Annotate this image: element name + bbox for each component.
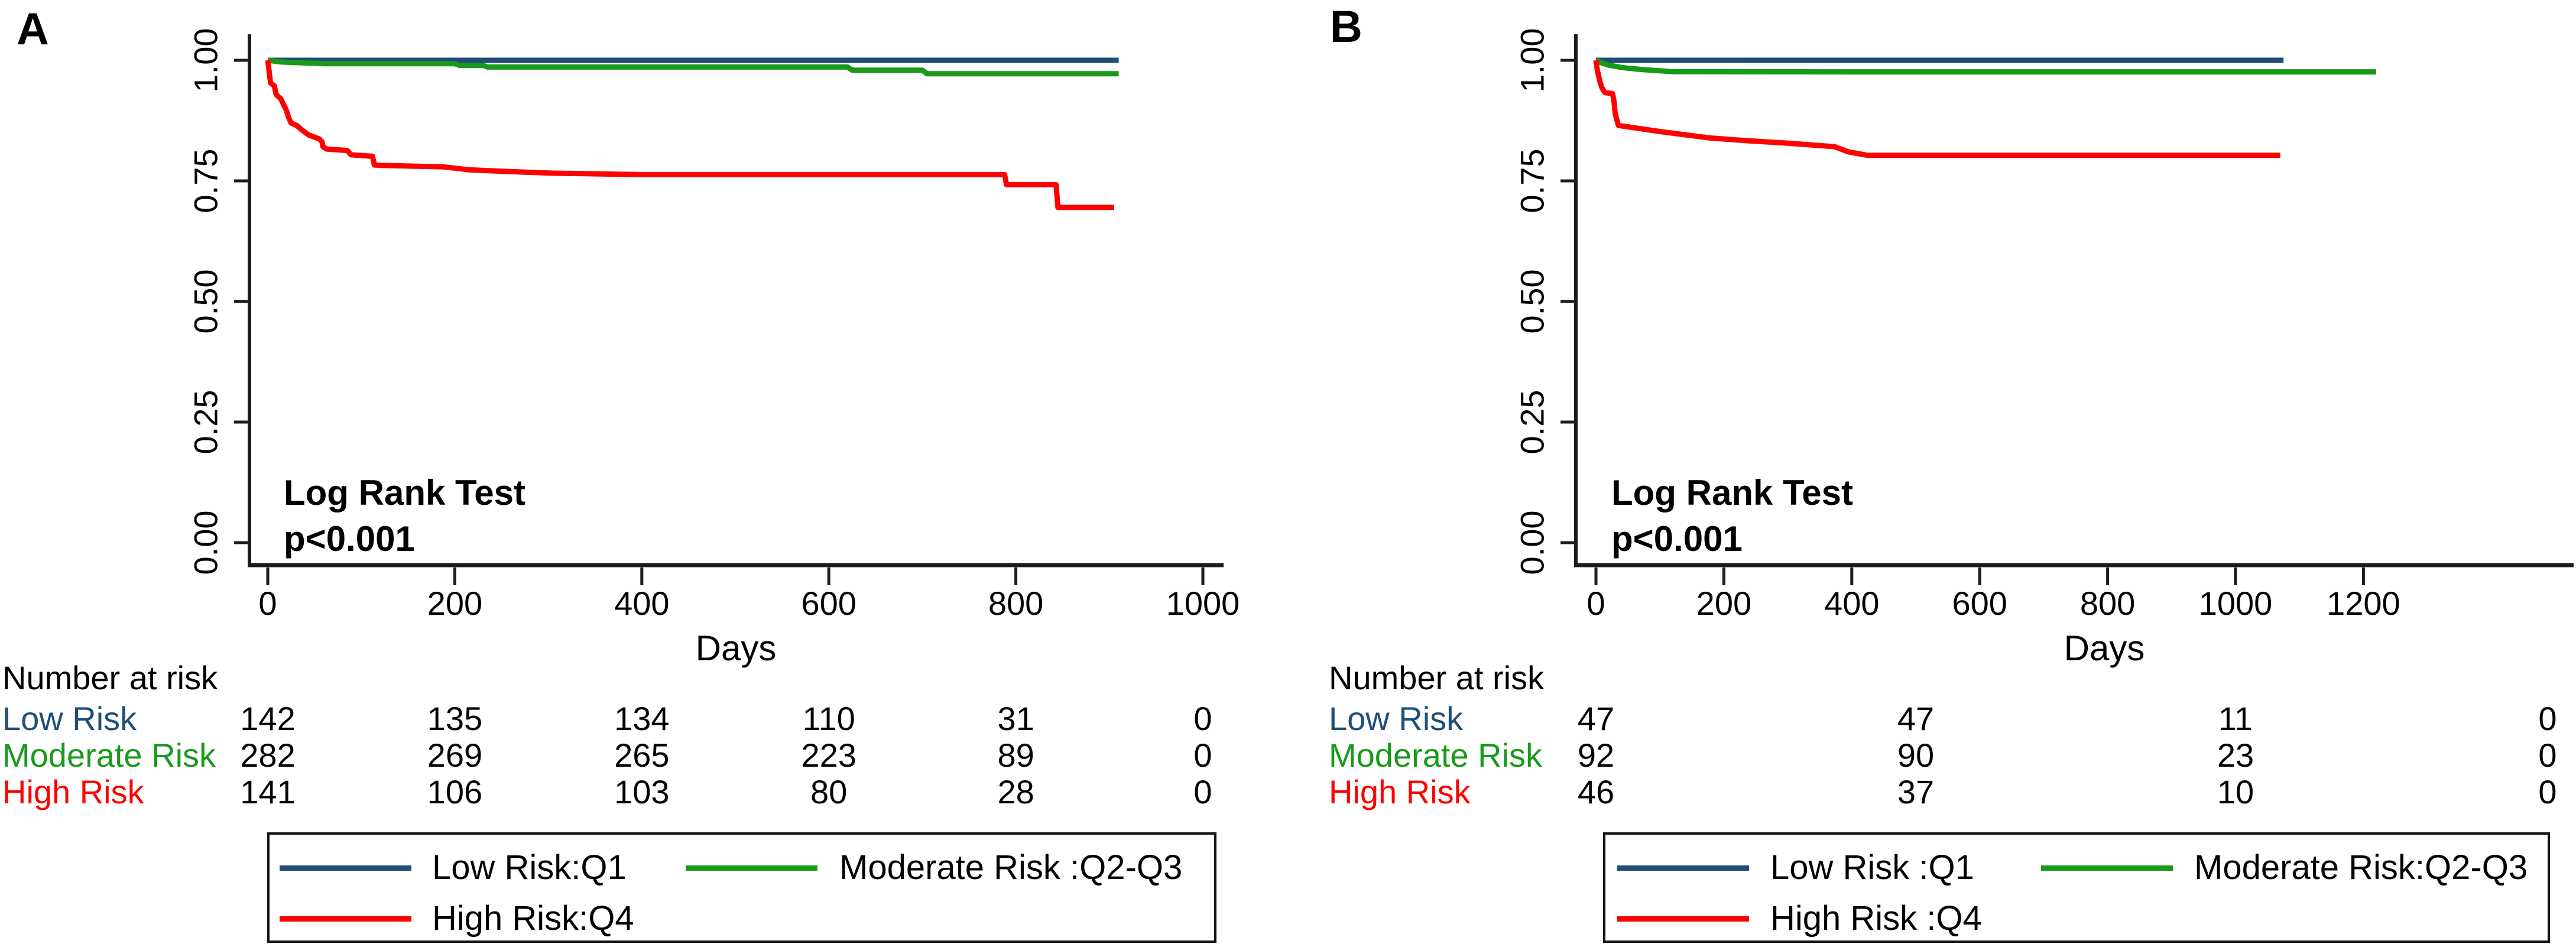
x-tick-label-a: 200 [427, 585, 482, 622]
risk-count-b: 47 [1897, 700, 1935, 737]
panel-a-label: A [17, 4, 50, 54]
x-tick-label-b: 800 [2080, 585, 2135, 622]
risk-count-b: 23 [2217, 737, 2254, 774]
risk-count-a: 142 [240, 700, 296, 737]
risk-count-a: 265 [614, 737, 670, 774]
risk-count-b: 10 [2217, 773, 2254, 810]
x-tick-label-a: 0 [258, 585, 277, 622]
risk-count-b: 46 [1577, 773, 1615, 810]
y-tick-label-b: 0.25 [1514, 390, 1551, 455]
risk-count-a: 0 [1193, 700, 1212, 737]
legend-swatch-b [1617, 916, 1749, 922]
risk-count-a: 141 [240, 773, 296, 810]
x-tick-label-a: 800 [988, 585, 1043, 622]
panel-b-label: B [1330, 2, 1364, 52]
risk-count-a: 80 [810, 773, 848, 810]
risk-count-a: 110 [802, 700, 855, 737]
risk-count-a: 31 [997, 700, 1034, 737]
y-tick-label-b: 0.75 [1514, 149, 1551, 213]
legend-label-a: Low Risk:Q1 [432, 848, 627, 887]
risk-count-a: 89 [997, 737, 1034, 774]
legend-swatch-a [280, 865, 411, 871]
risk-count-b: 47 [1577, 700, 1615, 737]
risk-count-a: 0 [1193, 773, 1212, 810]
risk-count-a: 135 [427, 700, 483, 737]
logrank-line1-a: Log Rank Test [284, 473, 525, 513]
risk-count-a: 134 [614, 700, 670, 737]
risk-row-label-a: Low Risk [2, 700, 137, 737]
risk-count-a: 282 [240, 737, 296, 774]
x-tick-label-b: 0 [1587, 585, 1605, 622]
risk-count-a: 103 [614, 773, 670, 810]
y-tick-label-b: 1.00 [1514, 28, 1551, 93]
risk-row-label-b: Low Risk [1329, 700, 1464, 737]
risk-count-a: 28 [997, 773, 1034, 810]
legend-swatch-b [2041, 865, 2173, 871]
legend-label-b: Low Risk :Q1 [1770, 848, 1974, 887]
logrank-line2-a: p<0.001 [284, 519, 415, 559]
number-at-risk-title-b: Number at risk [1329, 659, 1545, 696]
risk-count-b: 11 [2218, 700, 2253, 737]
x-axis-title-a: Days [695, 628, 777, 668]
risk-count-b: 90 [1897, 737, 1935, 774]
km-curve-high-risk-b [1593, 60, 2280, 158]
x-tick-label-b: 600 [1952, 585, 2007, 622]
risk-count-a: 269 [427, 737, 483, 774]
y-tick-label-a: 1.00 [187, 28, 225, 93]
risk-row-label-b: High Risk [1329, 773, 1471, 810]
y-tick-label-a: 0.75 [187, 149, 225, 213]
y-tick-label-a: 0.50 [187, 270, 225, 334]
number-at-risk-title-a: Number at risk [2, 659, 218, 696]
risk-row-label-b: Moderate Risk [1329, 737, 1543, 774]
logrank-annotation-b: Log Rank Test p<0.001 [1611, 470, 1853, 562]
risk-count-b: 0 [2538, 773, 2557, 810]
legend-swatch-a [280, 916, 411, 922]
x-tick-label-b: 400 [1824, 585, 1879, 622]
legend-label-a: High Risk:Q4 [432, 899, 634, 938]
legend-swatch-b [1617, 865, 1749, 871]
risk-count-b: 92 [1577, 737, 1615, 774]
y-tick-label-b: 0.50 [1514, 270, 1551, 334]
km-curve-moderate-risk-b [1595, 57, 2376, 75]
legend-a [267, 832, 1216, 943]
risk-count-b: 0 [2538, 737, 2557, 774]
logrank-line1-b: Log Rank Test [1611, 473, 1853, 513]
y-tick-label-a: 0.25 [187, 390, 225, 455]
logrank-line2-b: p<0.001 [1611, 519, 1743, 559]
km-curve-moderate-risk-a [267, 57, 1119, 77]
x-axis-title-b: Days [2064, 628, 2145, 668]
risk-row-label-a: High Risk [2, 773, 144, 810]
risk-count-a: 223 [801, 737, 856, 774]
logrank-annotation-a: Log Rank Test p<0.001 [284, 470, 525, 562]
risk-count-a: 0 [1193, 737, 1212, 774]
x-tick-label-a: 1000 [1166, 585, 1240, 622]
risk-count-b: 0 [2538, 700, 2557, 737]
legend-swatch-a [686, 865, 817, 871]
y-tick-label-a: 0.00 [187, 511, 225, 575]
y-tick-label-b: 0.00 [1514, 511, 1551, 575]
x-tick-label-b: 200 [1696, 585, 1751, 622]
legend-b [1603, 832, 2550, 943]
km-curve-high-risk-a [265, 60, 1114, 210]
x-tick-label-b: 1200 [2327, 585, 2400, 622]
legend-label-b: High Risk :Q4 [1770, 899, 1982, 938]
x-tick-label-a: 400 [614, 585, 669, 622]
risk-row-label-a: Moderate Risk [2, 737, 216, 774]
x-tick-label-a: 600 [801, 585, 856, 622]
risk-count-a: 106 [427, 773, 483, 810]
legend-label-a: Moderate Risk :Q2-Q3 [839, 848, 1183, 887]
x-tick-label-b: 1000 [2199, 585, 2273, 622]
risk-count-b: 37 [1897, 773, 1935, 810]
legend-label-b: Moderate Risk:Q2-Q3 [2194, 848, 2528, 887]
